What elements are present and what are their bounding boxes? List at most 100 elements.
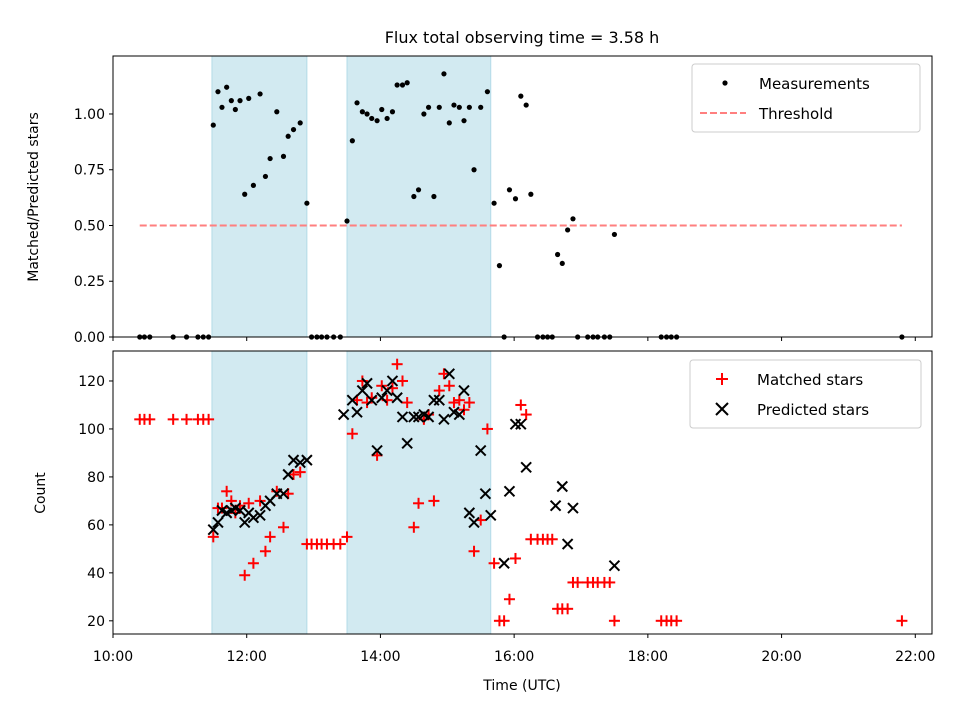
measurement-point [441, 71, 447, 77]
measurement-point [565, 227, 571, 233]
matched-star-point [520, 409, 532, 421]
x-axis-label: Time (UTC) [482, 678, 560, 694]
shaded-interval [211, 350, 308, 635]
x-tick-label: 16:00 [494, 649, 534, 665]
measurement-point [267, 155, 273, 162]
predicted-star-point [207, 523, 219, 536]
measurement-point [274, 109, 280, 115]
y-tick-label: 0.50 [74, 218, 105, 234]
measurement-point [344, 218, 350, 224]
measurement-point [262, 173, 269, 180]
matched-star-point [453, 394, 465, 406]
measurement-point [285, 133, 291, 139]
x-tick-label: 22:00 [895, 649, 935, 665]
y-tick-label: 1.00 [74, 107, 105, 123]
legend-matched-marker [716, 373, 728, 385]
matched-star-point [408, 521, 420, 533]
top-legend-box [691, 63, 921, 133]
matched-star-point [247, 557, 259, 569]
legend-predicted-marker [715, 402, 729, 416]
predicted-star-point [396, 411, 409, 423]
predicted-star-point [408, 411, 420, 423]
measurement-point [528, 191, 534, 197]
measurement-point [369, 115, 375, 122]
measurement-point [446, 120, 452, 126]
matched-star-point [546, 533, 558, 545]
measurement-point [250, 182, 256, 188]
x-tick-label: 10:00 [93, 649, 133, 665]
matched-star-point [428, 495, 440, 507]
measurement-point [425, 104, 432, 110]
y-tick-label: 120 [78, 374, 105, 390]
measurement-point [228, 98, 234, 104]
measurement-point [237, 98, 243, 104]
matched-star-point [443, 380, 455, 392]
shaded-interval [211, 55, 308, 338]
measurement-point [399, 82, 406, 88]
matched-star-point [221, 485, 233, 497]
y-tick-label: 0.25 [74, 274, 105, 290]
matched-star-point [438, 368, 450, 380]
predicted-star-point [294, 456, 306, 469]
predicted-star-point [366, 394, 378, 406]
predicted-star-point [376, 392, 388, 404]
top-panel: 0.00 0.25 0.50 0.75 1.00 Matched/Predicted s… [26, 55, 933, 346]
matched-star-point [277, 521, 289, 533]
matched-star-point [488, 557, 500, 569]
measurement-point [389, 109, 396, 115]
top-shaded-intervals [211, 55, 492, 338]
measurement-point [484, 89, 490, 95]
predicted-star-point [479, 487, 492, 500]
top-legend: Measurements Threshold [691, 63, 921, 133]
legend-predicted-label: Predicted stars [757, 401, 869, 419]
predicted-star-point [438, 413, 450, 426]
predicted-star-point [234, 504, 246, 517]
bottom-axes-frame [112, 350, 933, 635]
matched-star-point [463, 397, 475, 409]
measurement-point [523, 102, 529, 108]
bottom-legend: Matched stars Predicted stars [689, 359, 922, 429]
measurement-point [280, 153, 287, 159]
bottom-y-ticks: 20 40 60 80 100 120 [78, 374, 113, 630]
measurement-point [364, 111, 370, 117]
measurement-point [478, 104, 484, 110]
measurement-point [354, 100, 360, 106]
predicted-star-point [468, 516, 480, 529]
x-tick-label: 14:00 [360, 649, 400, 665]
predicted-star-point [346, 394, 359, 406]
matched-star-point [503, 593, 515, 605]
predicted-star-point [371, 444, 383, 457]
measurement-point [215, 89, 221, 95]
matched-star-point [243, 497, 255, 509]
figure-title: Flux total observing time = 3.58 h [385, 28, 660, 47]
measurement-point [349, 138, 355, 144]
matched-star-point [167, 413, 179, 425]
measurement-point [451, 102, 457, 108]
matched-star-point [294, 466, 306, 478]
measurement-point [466, 104, 472, 110]
measurement-point [394, 82, 400, 88]
measurement-point [570, 216, 576, 222]
x-tick-label: 12:00 [227, 649, 267, 665]
measurement-point [232, 106, 238, 113]
shaded-interval [346, 350, 492, 635]
x-tick-label: 18:00 [628, 649, 668, 665]
predicted-star-point [561, 538, 574, 550]
predicted-star-point [433, 394, 445, 406]
bottom-x-ticks: 10:00 12:00 14:00 16:00 18:00 20:00 22:00 [93, 634, 935, 665]
y-tick-label: 40 [87, 566, 105, 582]
measurement-point [257, 91, 263, 97]
predicted-star-point [247, 511, 260, 524]
predicted-star-point [475, 444, 487, 457]
matched-star-point [254, 495, 266, 507]
predicted-star-point [549, 499, 562, 512]
y-tick-label: 0.00 [74, 330, 105, 346]
matched-star-point [203, 413, 215, 425]
y-tick-label: 20 [87, 614, 105, 630]
measurement-point [219, 104, 225, 110]
predicted-star-point [608, 559, 621, 572]
matched-star-point [259, 545, 271, 557]
measurement-point [506, 187, 513, 193]
top-y-axis-label: Matched/Predicted stars [26, 112, 42, 282]
